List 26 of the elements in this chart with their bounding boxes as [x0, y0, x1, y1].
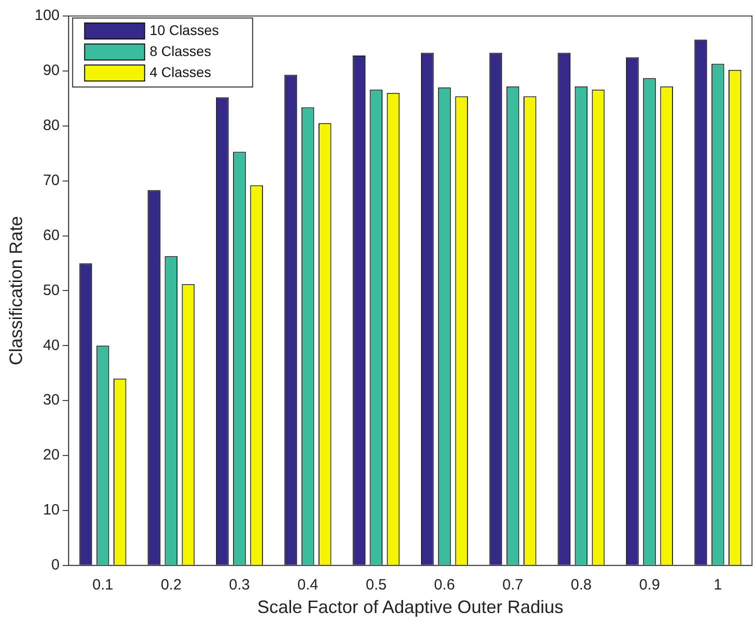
- y-tick-label: 20: [42, 446, 60, 464]
- x-tick-label: 0.1: [92, 576, 114, 594]
- x-tick-label: 0.8: [570, 576, 592, 594]
- x-tick-label: 0.5: [366, 576, 387, 594]
- x-tick-label: 0.6: [434, 576, 455, 594]
- y-tick-label: 50: [42, 282, 60, 299]
- legend-label: 4 Classes: [150, 64, 212, 80]
- x-tick-label: 0.7: [502, 576, 524, 594]
- y-axis-title: Classification Rate: [6, 216, 26, 366]
- y-tick-label: 30: [42, 392, 60, 409]
- y-tick-label: 0: [51, 556, 60, 574]
- legend-label: 10 Classes: [150, 22, 219, 38]
- y-tick-label: 40: [42, 336, 60, 354]
- y-tick-label: 90: [42, 62, 60, 80]
- x-tick-label: 0.2: [160, 576, 182, 594]
- y-tick-label: 80: [42, 117, 60, 134]
- x-tick-label: 1: [714, 576, 722, 594]
- legend-label: 8 Classes: [150, 42, 212, 59]
- y-tick-label: 70: [42, 172, 60, 189]
- y-tick-label: 100: [34, 7, 60, 24]
- y-tick-label: 60: [42, 226, 60, 244]
- x-tick-label: 0.3: [229, 576, 250, 594]
- y-tick-label: 10: [42, 502, 60, 519]
- x-axis-title: Scale Factor of Adaptive Outer Radius: [257, 597, 564, 618]
- x-tick-label: 0.4: [297, 576, 318, 594]
- x-tick-label: 0.9: [639, 576, 660, 594]
